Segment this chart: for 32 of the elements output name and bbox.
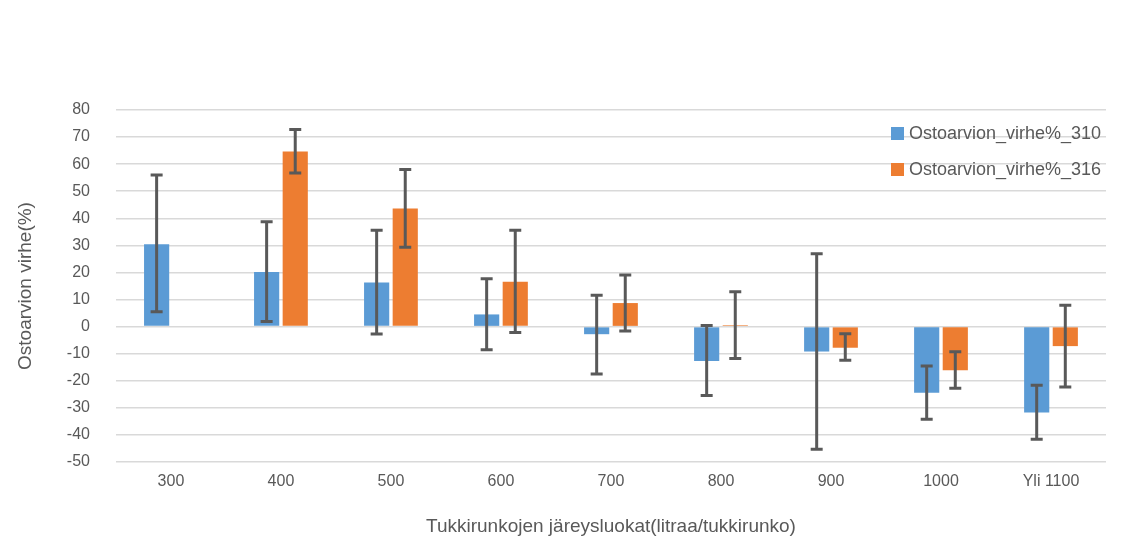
legend-label: Ostoarvion_virhe%_310 xyxy=(908,122,1101,144)
y-tick-label: 60 xyxy=(72,154,91,172)
legend-label: Ostoarvion_virhe%_316 xyxy=(908,158,1101,180)
y-tick-label: -20 xyxy=(66,371,91,389)
x-tick-label: 300 xyxy=(157,472,185,490)
y-tick-label: 30 xyxy=(72,235,91,253)
y-tick-label: 40 xyxy=(72,208,91,226)
x-axis-title: Tukkirunkojen järeysluokat(litraa/tukkirunko) xyxy=(425,514,796,536)
y-tick-label: 80 xyxy=(72,100,91,118)
bar xyxy=(914,327,940,393)
y-tick-label: 20 xyxy=(72,262,91,280)
x-tick-label: 500 xyxy=(377,472,405,490)
x-tick-label: 800 xyxy=(707,472,735,490)
y-tick-label: -50 xyxy=(66,452,91,470)
x-tick-label: Yli 1100 xyxy=(1022,472,1080,490)
y-tick-label: -10 xyxy=(66,344,91,362)
y-tick-label: -40 xyxy=(66,425,91,443)
bar xyxy=(282,151,308,326)
x-tick-label: 400 xyxy=(267,472,295,490)
y-tick-label: -30 xyxy=(66,398,91,416)
bar xyxy=(942,327,968,371)
y-tick-label: 10 xyxy=(72,289,91,307)
x-tick-label: 700 xyxy=(597,472,625,490)
y-axis-title: Ostoarvion virhe(%) xyxy=(13,202,35,370)
y-tick-label: 70 xyxy=(72,127,91,145)
x-tick-label: 1000 xyxy=(923,472,959,490)
x-tick-label: 600 xyxy=(487,472,515,490)
x-tick-label: 900 xyxy=(817,472,845,490)
y-tick-label: 0 xyxy=(81,317,91,335)
y-tick-label: 50 xyxy=(72,181,91,199)
bar xyxy=(392,208,418,326)
bar xyxy=(1024,327,1050,413)
